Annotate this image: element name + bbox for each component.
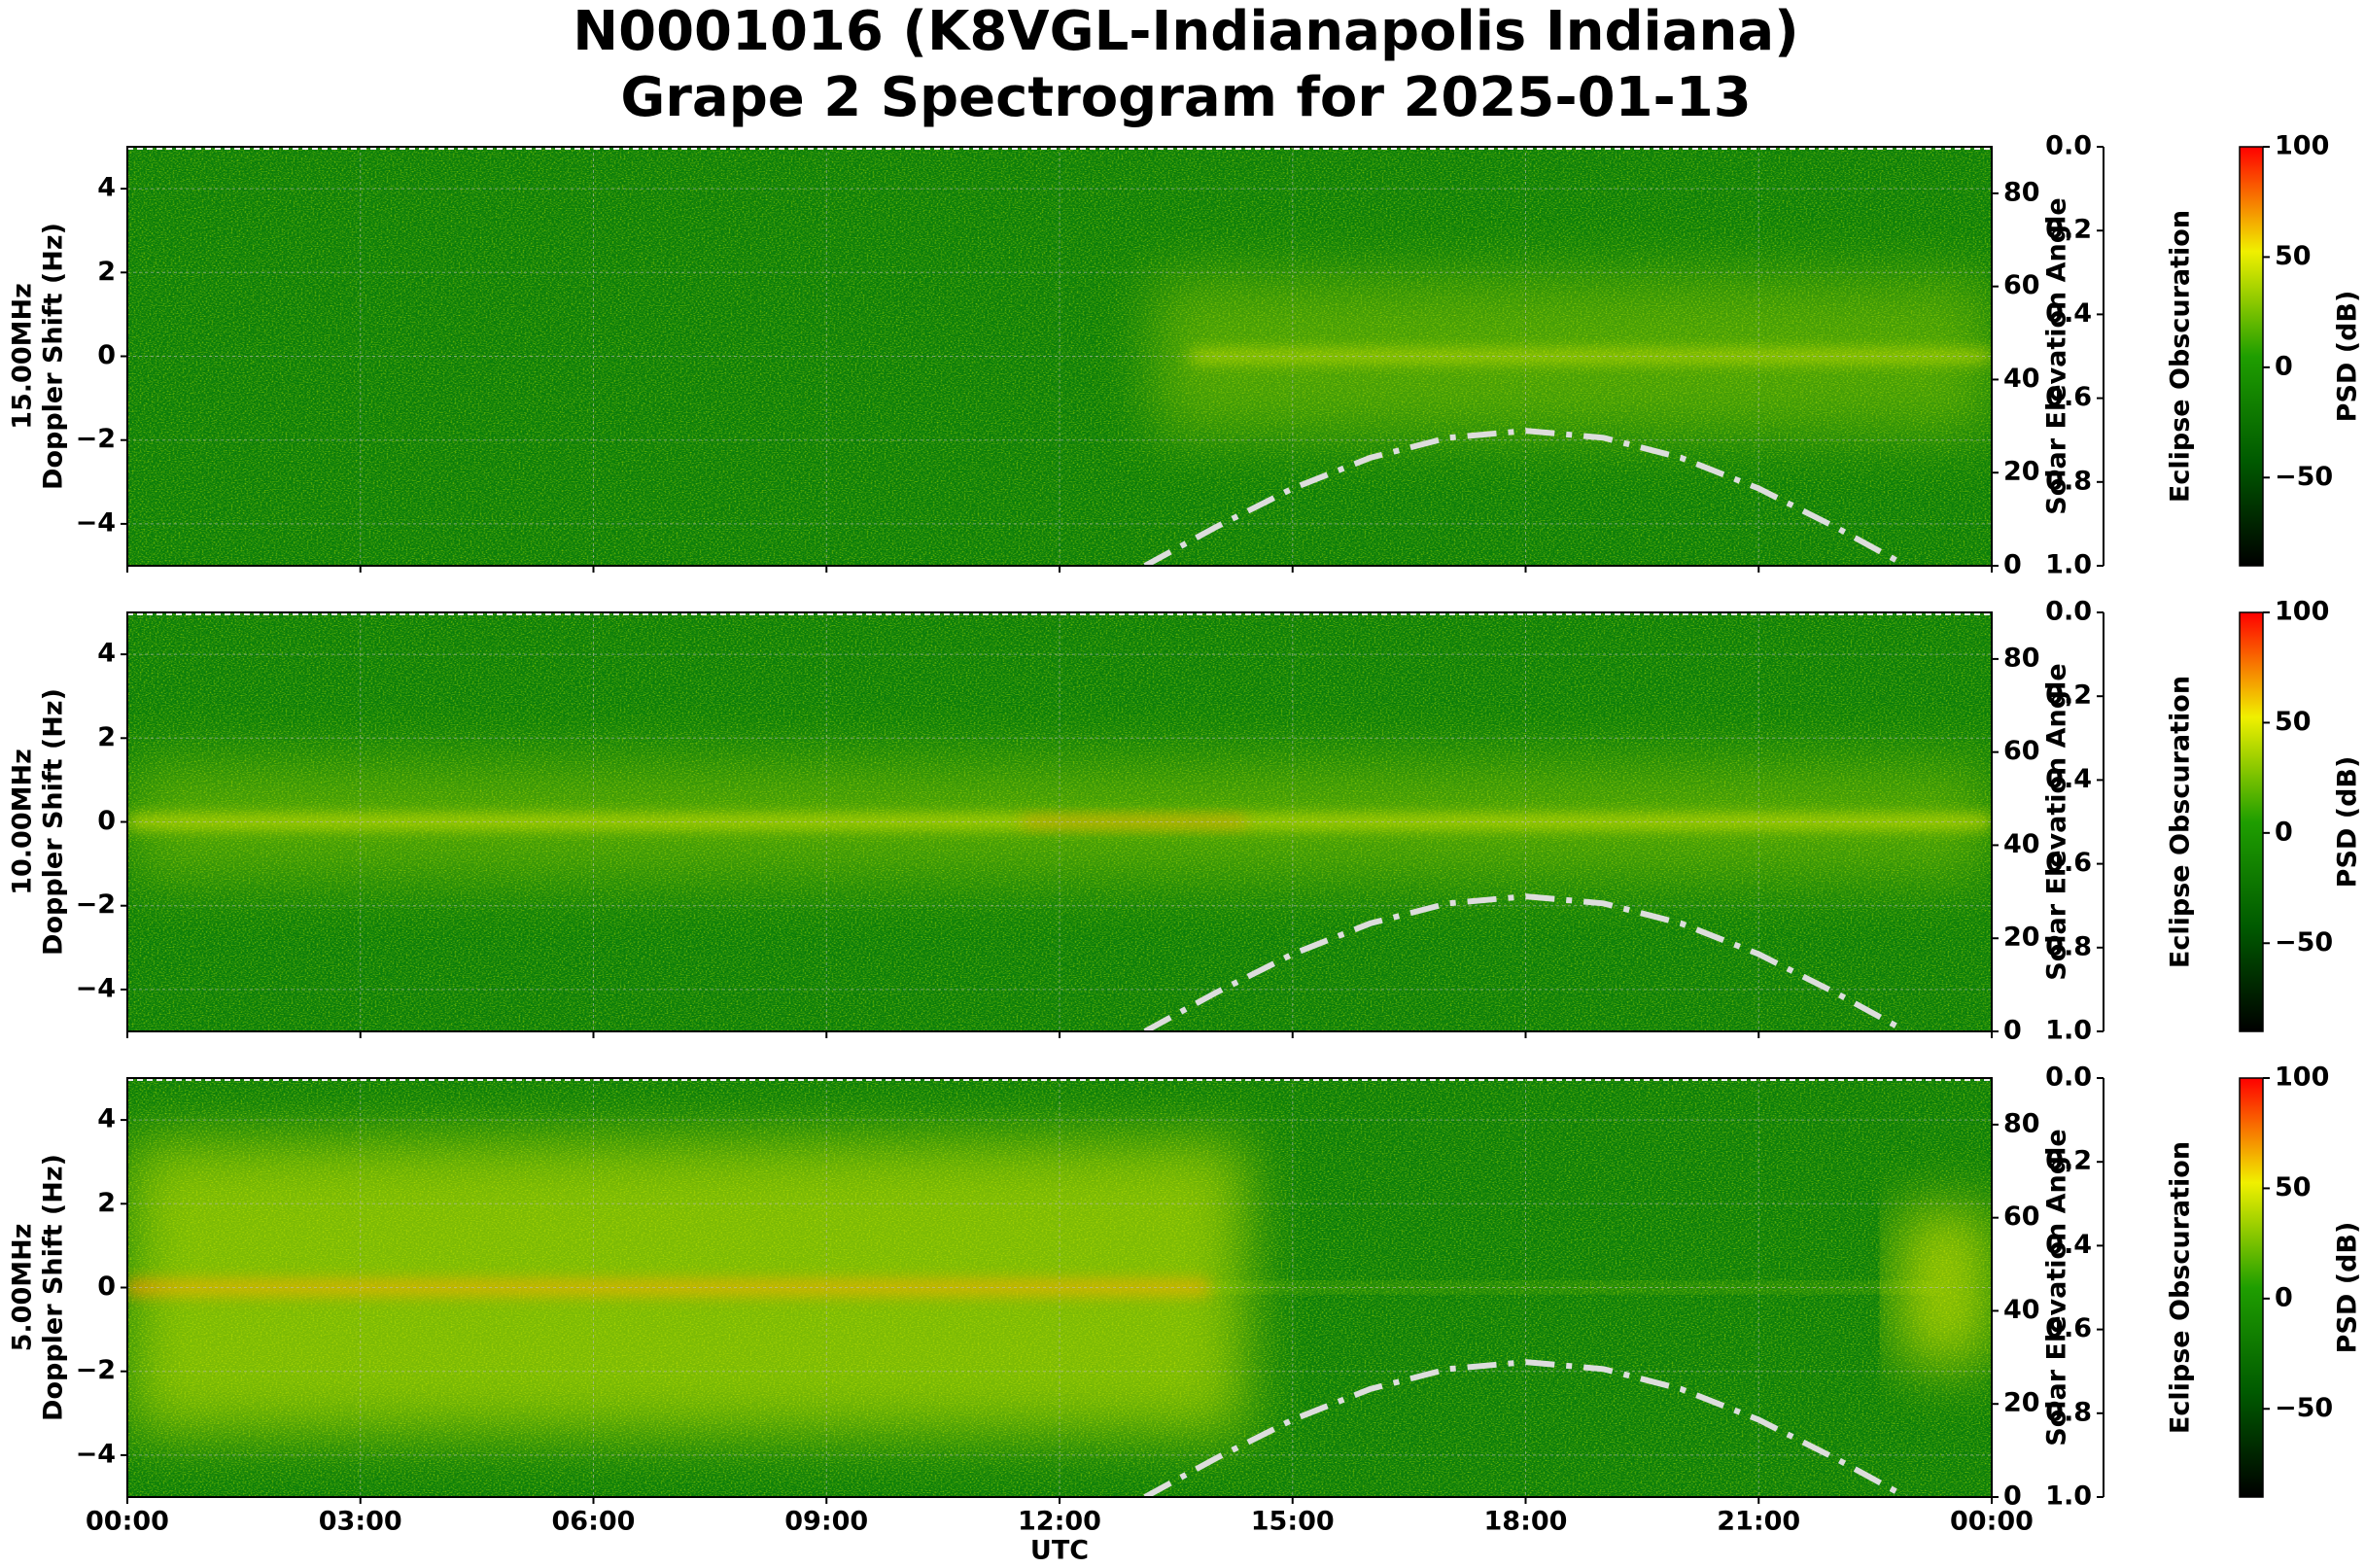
y3-tick-label: 0.0 — [2045, 1063, 2092, 1093]
x-tick-label: 09:00 — [784, 1507, 868, 1537]
colorbar-tick-label: 50 — [2275, 707, 2312, 737]
y2-tick-label: 80 — [2003, 1108, 2040, 1138]
colorbar — [2239, 1077, 2264, 1498]
y-tick-label: 4 — [97, 1104, 116, 1134]
colorbar-tick-label: −50 — [2275, 927, 2333, 958]
y3-tick-label: 0.8 — [2045, 931, 2092, 961]
y3-tick-label: 1.0 — [2045, 1016, 2092, 1046]
colorbar-tick-label: −50 — [2275, 462, 2333, 492]
y-axis-label: Doppler Shift (Hz) — [39, 1154, 69, 1421]
frequency-label: 5.00MHz — [8, 1224, 38, 1352]
y3-tick-label: 0.2 — [2045, 215, 2092, 245]
y3-tick-label: 0.4 — [2045, 1230, 2092, 1260]
title: N0001016 (K8VGL-Indianapolis Indiana) — [573, 0, 1799, 63]
y-tick-label: 4 — [97, 173, 116, 203]
spectrogram-band — [127, 763, 1992, 881]
y2-tick-label: 40 — [2003, 1295, 2040, 1325]
y-tick-label: −2 — [76, 889, 116, 920]
y2-tick-label: 60 — [2003, 270, 2040, 300]
colorbar-tick-label: 0 — [2275, 351, 2293, 381]
y3-tick-label: 0.2 — [2045, 1146, 2092, 1176]
y2-tick-label: 20 — [2003, 923, 2040, 953]
x-tick-label: 03:00 — [319, 1507, 402, 1537]
y-tick-label: 4 — [97, 639, 116, 669]
y3-tick-label: 0.4 — [2045, 298, 2092, 329]
y3-tick-label: 0.4 — [2045, 764, 2092, 794]
y-tick-label: −4 — [76, 507, 116, 538]
y3-tick-label: 0.0 — [2045, 131, 2092, 161]
colorbar-label: PSD (dB) — [2333, 756, 2363, 889]
plot-area — [127, 147, 1992, 566]
colorbar-tick-label: −50 — [2275, 1393, 2333, 1423]
y2-tick-label: 80 — [2003, 643, 2040, 673]
y2-tick-label: 20 — [2003, 457, 2040, 487]
y-tick-label: 2 — [97, 257, 116, 287]
y2-tick-label: 20 — [2003, 1388, 2040, 1418]
y-axis-label: Doppler Shift (Hz) — [39, 223, 69, 490]
colorbar-tick-label: 50 — [2275, 241, 2312, 271]
y2-tick-label: 40 — [2003, 364, 2040, 394]
y2-tick-label: 60 — [2003, 736, 2040, 766]
solar-elevation-line — [1143, 428, 1908, 566]
y3-tick-label: 0.6 — [2045, 382, 2092, 412]
colorbar-label: PSD (dB) — [2333, 291, 2363, 423]
y2-axis-label: Solar Elevation Angle — [2042, 197, 2072, 514]
colorbar-tick-label: 50 — [2275, 1172, 2312, 1202]
colorbar-tick-label: 100 — [2275, 131, 2329, 161]
x-tick-label: 00:00 — [86, 1507, 169, 1537]
colorbar-tick-label: 0 — [2275, 817, 2293, 847]
subtitle: Grape 2 Spectrogram for 2025-01-13 — [620, 66, 1751, 129]
y3-tick-label: 1.0 — [2045, 550, 2092, 580]
y2-tick-label: 40 — [2003, 829, 2040, 859]
x-tick-label: 18:00 — [1484, 1507, 1568, 1537]
y3-axis-label: Eclipse Obscuration — [2166, 676, 2196, 968]
y-tick-label: 2 — [97, 1188, 116, 1218]
solar-elevation-line — [1143, 893, 1908, 1031]
y3-tick-label: 0.2 — [2045, 680, 2092, 711]
y2-tick-label: 0 — [2003, 1481, 2022, 1512]
colorbar — [2239, 146, 2264, 567]
spectrogram-band — [1208, 1286, 1936, 1289]
y2-tick-label: 0 — [2003, 550, 2022, 580]
y3-tick-label: 0.8 — [2045, 466, 2092, 496]
x-tick-label: 06:00 — [552, 1507, 636, 1537]
y2-axis-label: Solar Elevation Angle — [2042, 663, 2072, 980]
x-tick-label: 21:00 — [1717, 1507, 1800, 1537]
y-tick-label: 0 — [97, 1272, 116, 1302]
y-tick-label: 2 — [97, 722, 116, 752]
colorbar-tick-label: 100 — [2275, 597, 2329, 627]
colorbar-tick-label: 100 — [2275, 1063, 2329, 1093]
x-axis-label: UTC — [1030, 1536, 1089, 1566]
y-tick-label: −2 — [76, 1355, 116, 1385]
y-tick-label: −4 — [76, 1439, 116, 1469]
y-tick-label: −4 — [76, 973, 116, 1003]
x-tick-label: 00:00 — [1950, 1507, 2034, 1537]
plot-area — [127, 612, 1992, 1031]
y3-tick-label: 1.0 — [2045, 1481, 2092, 1512]
y-axis-label: Doppler Shift (Hz) — [39, 688, 69, 956]
y-tick-label: −2 — [76, 424, 116, 454]
y2-tick-label: 80 — [2003, 177, 2040, 207]
y3-axis-label: Eclipse Obscuration — [2166, 1141, 2196, 1434]
solar-elevation-line — [1143, 1359, 1908, 1497]
plot-area — [127, 1078, 1992, 1497]
y3-tick-label: 0.8 — [2045, 1397, 2092, 1427]
y-tick-label: 0 — [97, 340, 116, 370]
y3-tick-label: 0.6 — [2045, 848, 2092, 878]
frequency-label: 10.00MHz — [8, 749, 38, 895]
colorbar — [2239, 611, 2264, 1032]
frequency-label: 15.00MHz — [8, 283, 38, 430]
colorbar-tick-label: 0 — [2275, 1282, 2293, 1312]
y-tick-label: 0 — [97, 806, 116, 836]
y2-tick-label: 0 — [2003, 1016, 2022, 1046]
y2-axis-label: Solar Elevation Angle — [2042, 1129, 2072, 1446]
x-tick-label: 12:00 — [1018, 1507, 1101, 1537]
y3-axis-label: Eclipse Obscuration — [2166, 210, 2196, 503]
x-tick-label: 15:00 — [1251, 1507, 1335, 1537]
y3-tick-label: 0.0 — [2045, 597, 2092, 627]
y2-tick-label: 60 — [2003, 1202, 2040, 1232]
colorbar-label: PSD (dB) — [2333, 1222, 2363, 1354]
y3-tick-label: 0.6 — [2045, 1313, 2092, 1343]
